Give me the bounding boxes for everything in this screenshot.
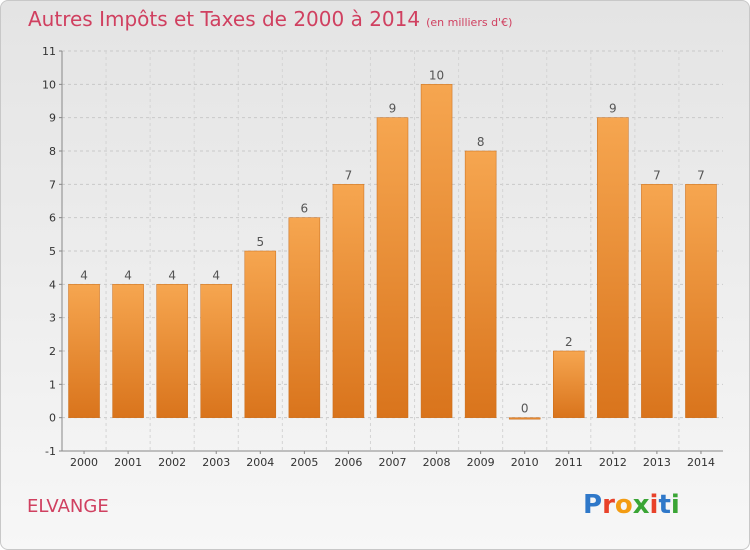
- bar: [508, 417, 541, 420]
- data-label: 9: [389, 102, 397, 116]
- y-tick-label: 10: [42, 78, 56, 91]
- bar: [420, 84, 453, 418]
- y-tick-label: 4: [49, 278, 56, 291]
- data-label: 4: [168, 268, 176, 282]
- x-tick-label: 2003: [202, 456, 230, 469]
- bar: [685, 184, 717, 418]
- y-tick-label: 2: [49, 345, 56, 358]
- data-label: 4: [212, 268, 220, 282]
- x-tick-label: 2011: [555, 456, 583, 469]
- unit-label: (en milliers d'€): [426, 16, 513, 29]
- x-tick-label: 2009: [467, 456, 495, 469]
- y-tick-label: 3: [49, 312, 56, 325]
- x-tick-label: 2010: [511, 456, 539, 469]
- x-tick-label: 2007: [379, 456, 407, 469]
- y-tick-label: 5: [49, 245, 56, 258]
- data-label: 7: [697, 168, 705, 182]
- x-tick-label: 2002: [158, 456, 186, 469]
- bar: [464, 150, 497, 418]
- bar: [68, 284, 100, 418]
- x-tick-label: 2000: [70, 456, 98, 469]
- y-tick-label: 9: [49, 112, 56, 125]
- logo-letter: P: [583, 490, 603, 520]
- data-label: 7: [345, 168, 353, 182]
- proxiti-logo: Proxiti: [583, 490, 680, 520]
- x-tick-label: 2001: [114, 456, 142, 469]
- bar: [156, 284, 188, 418]
- logo-letter: o: [614, 490, 633, 520]
- bar: [641, 184, 673, 418]
- bar: [112, 284, 144, 418]
- logo-letter: t: [658, 490, 671, 520]
- x-tick-label: 2008: [423, 456, 451, 469]
- bar: [553, 350, 585, 418]
- data-label: 4: [80, 268, 88, 282]
- bar: [200, 284, 232, 418]
- x-tick-label: 2013: [643, 456, 671, 469]
- bar: [332, 184, 365, 418]
- bar: [597, 117, 629, 418]
- y-tick-label: 7: [49, 178, 56, 191]
- bar: [376, 117, 409, 418]
- data-label: 10: [429, 68, 444, 82]
- chart-title: Autres Impôts et Taxes de 2000 à 2014 (en…: [28, 7, 512, 31]
- y-tick-label: 0: [49, 412, 56, 425]
- data-label: 6: [301, 202, 309, 216]
- commune-name: ELVANGE: [27, 496, 109, 517]
- data-label: 0: [521, 402, 529, 416]
- x-tick-label: 2004: [246, 456, 274, 469]
- logo-letter: x: [632, 490, 650, 520]
- logo-letter: r: [602, 490, 615, 520]
- data-label: 9: [609, 102, 617, 116]
- y-tick-label: 1: [49, 378, 56, 391]
- y-tick-label: -1: [45, 445, 56, 458]
- data-label: 5: [256, 235, 264, 249]
- logo-letter: i: [649, 490, 659, 520]
- x-tick-label: 2006: [334, 456, 362, 469]
- x-tick-label: 2012: [599, 456, 627, 469]
- x-tick-label: 2014: [687, 456, 715, 469]
- x-tick-label: 2005: [290, 456, 318, 469]
- data-label: 7: [653, 168, 661, 182]
- data-label: 8: [477, 135, 485, 149]
- logo-letter: i: [670, 490, 680, 520]
- title-text: Autres Impôts et Taxes de 2000 à 2014: [28, 7, 421, 31]
- bar: [244, 250, 277, 418]
- y-tick-label: 6: [49, 212, 56, 225]
- bar: [288, 217, 321, 418]
- y-tick-label: 11: [42, 45, 56, 58]
- data-label: 4: [124, 268, 132, 282]
- y-tick-label: 8: [49, 145, 56, 158]
- data-label: 2: [565, 335, 573, 349]
